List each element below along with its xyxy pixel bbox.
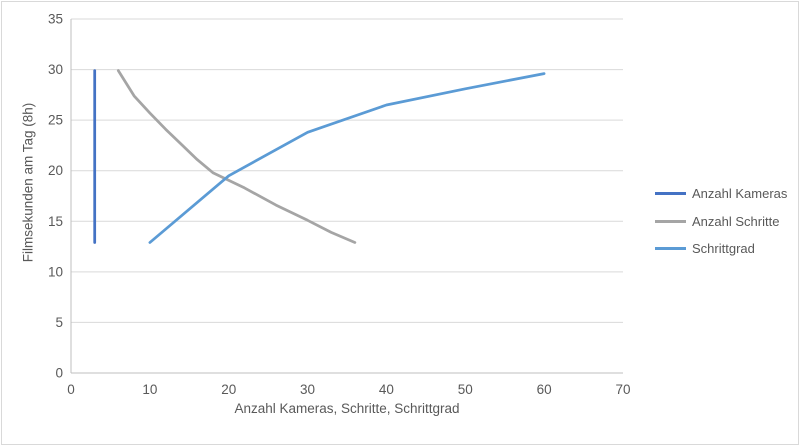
legend-label: Schrittgrad bbox=[692, 241, 755, 257]
x-tick-label: 30 bbox=[300, 382, 315, 397]
y-tick-label: 25 bbox=[48, 113, 63, 128]
series-line-schrittgrad bbox=[148, 72, 546, 244]
legend-label: Anzahl Kameras bbox=[692, 186, 788, 202]
x-tick-label: 70 bbox=[615, 382, 630, 397]
y-axis-title: Filmsekunden am Tag (8h) bbox=[20, 102, 36, 263]
x-tick-label: 0 bbox=[67, 382, 75, 397]
legend-swatch-anzahl-schritte bbox=[655, 219, 686, 223]
legend-swatch-anzahl-kameras bbox=[655, 192, 686, 196]
x-tick-label: 60 bbox=[537, 382, 552, 397]
y-tick-label: 30 bbox=[48, 62, 63, 77]
y-tick-label: 20 bbox=[48, 163, 63, 178]
y-tick-label: 0 bbox=[55, 366, 63, 381]
legend: Anzahl Kameras Anzahl Schritte Schrittgrad bbox=[655, 180, 787, 263]
x-axis-title: Anzahl Kameras, Schritte, Schrittgrad bbox=[234, 401, 460, 416]
y-tick-label: 10 bbox=[48, 264, 63, 279]
y-tick-label: 35 bbox=[48, 12, 63, 27]
series-line-anzahl-schritte bbox=[116, 69, 357, 244]
legend-item-schrittgrad: Schrittgrad bbox=[655, 235, 787, 263]
legend-label: Anzahl Schritte bbox=[692, 213, 780, 229]
x-tick-label: 10 bbox=[142, 382, 157, 397]
legend-item-anzahl-kameras: Anzahl Kameras bbox=[655, 180, 787, 208]
x-tick-label: 20 bbox=[221, 382, 236, 397]
legend-swatch-schrittgrad bbox=[655, 247, 686, 251]
legend-item-anzahl-schritte: Anzahl Schritte bbox=[655, 208, 787, 236]
x-tick-label: 40 bbox=[379, 382, 394, 397]
x-tick-label: 50 bbox=[458, 382, 473, 397]
y-tick-label: 15 bbox=[48, 214, 63, 229]
y-tick-label: 5 bbox=[55, 315, 63, 330]
